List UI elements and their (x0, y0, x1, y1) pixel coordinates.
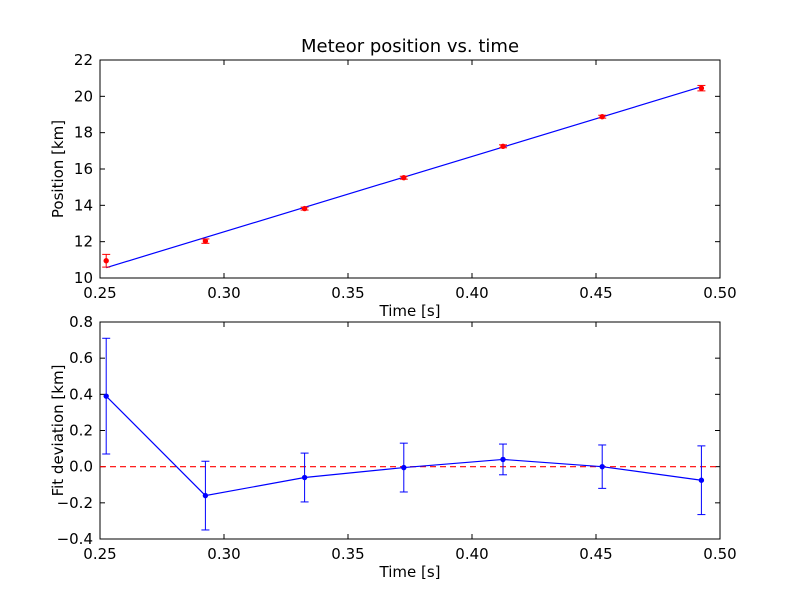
y-tick-label: 20 (74, 87, 93, 105)
position-plot: 0.25 0.30 0.35 0.40 0.45 0.50 10 12 14 16 18 20 22 Ti… (49, 36, 737, 320)
x-axis-label: Time [s] (379, 563, 441, 581)
data-point (698, 85, 705, 91)
y-axis-label: Position [km] (49, 120, 67, 218)
x-tick-label: 0.45 (579, 284, 612, 302)
y-tick-label: 0.8 (69, 313, 93, 331)
x-tick-label: 0.35 (331, 545, 364, 563)
y-tick-label: 12 (74, 233, 93, 251)
axes-frame (99, 59, 721, 279)
y-tick-label: 0.2 (69, 422, 93, 440)
deviation-plot: 0.25 0.30 0.35 0.40 0.45 0.50 −0.4 −0.2 0.0 0.2 0.… (49, 313, 737, 581)
data-point (301, 205, 308, 212)
deviation-point (599, 463, 605, 470)
deviation-point (698, 477, 705, 483)
y-tick-label: 0.6 (69, 349, 93, 367)
y-tick-label: 22 (74, 51, 93, 69)
data-point (401, 175, 407, 181)
data-point (599, 113, 605, 120)
y-tick-label: −0.2 (57, 494, 93, 512)
y-tick-label: −0.4 (57, 530, 93, 548)
y-axis-label: Fit deviation [km] (49, 365, 67, 497)
x-tick-label: 0.25 (83, 284, 116, 302)
axes-frame (99, 321, 721, 540)
data-point (103, 258, 109, 264)
y-tick-label: 10 (74, 269, 93, 287)
x-tick-label: 0.30 (207, 284, 240, 302)
x-tick-label: 0.30 (207, 545, 240, 563)
x-tick-label: 0.35 (331, 284, 364, 302)
x-tick-label: 0.25 (83, 545, 116, 563)
x-axis-label: Time [s] (379, 302, 441, 320)
deviation-point (202, 492, 209, 499)
y-tick-label: 16 (74, 160, 93, 178)
deviation-point (301, 474, 308, 481)
x-tick-label: 0.40 (455, 545, 488, 563)
x-tick-label: 0.40 (455, 284, 488, 302)
deviation-point (500, 456, 506, 463)
x-tick-label: 0.50 (703, 545, 736, 563)
data-point (202, 238, 209, 244)
deviation-point (401, 464, 407, 471)
x-tick-label: 0.50 (703, 284, 736, 302)
x-tick-label: 0.45 (579, 545, 612, 563)
y-tick-label: 14 (74, 196, 93, 214)
chart-title: Meteor position vs. time (301, 36, 519, 57)
data-point (500, 143, 506, 149)
y-tick-label: 18 (74, 124, 93, 142)
y-tick-label: 0.4 (69, 385, 93, 403)
deviation-point (103, 393, 109, 399)
y-tick-label: 0.0 (69, 458, 93, 476)
